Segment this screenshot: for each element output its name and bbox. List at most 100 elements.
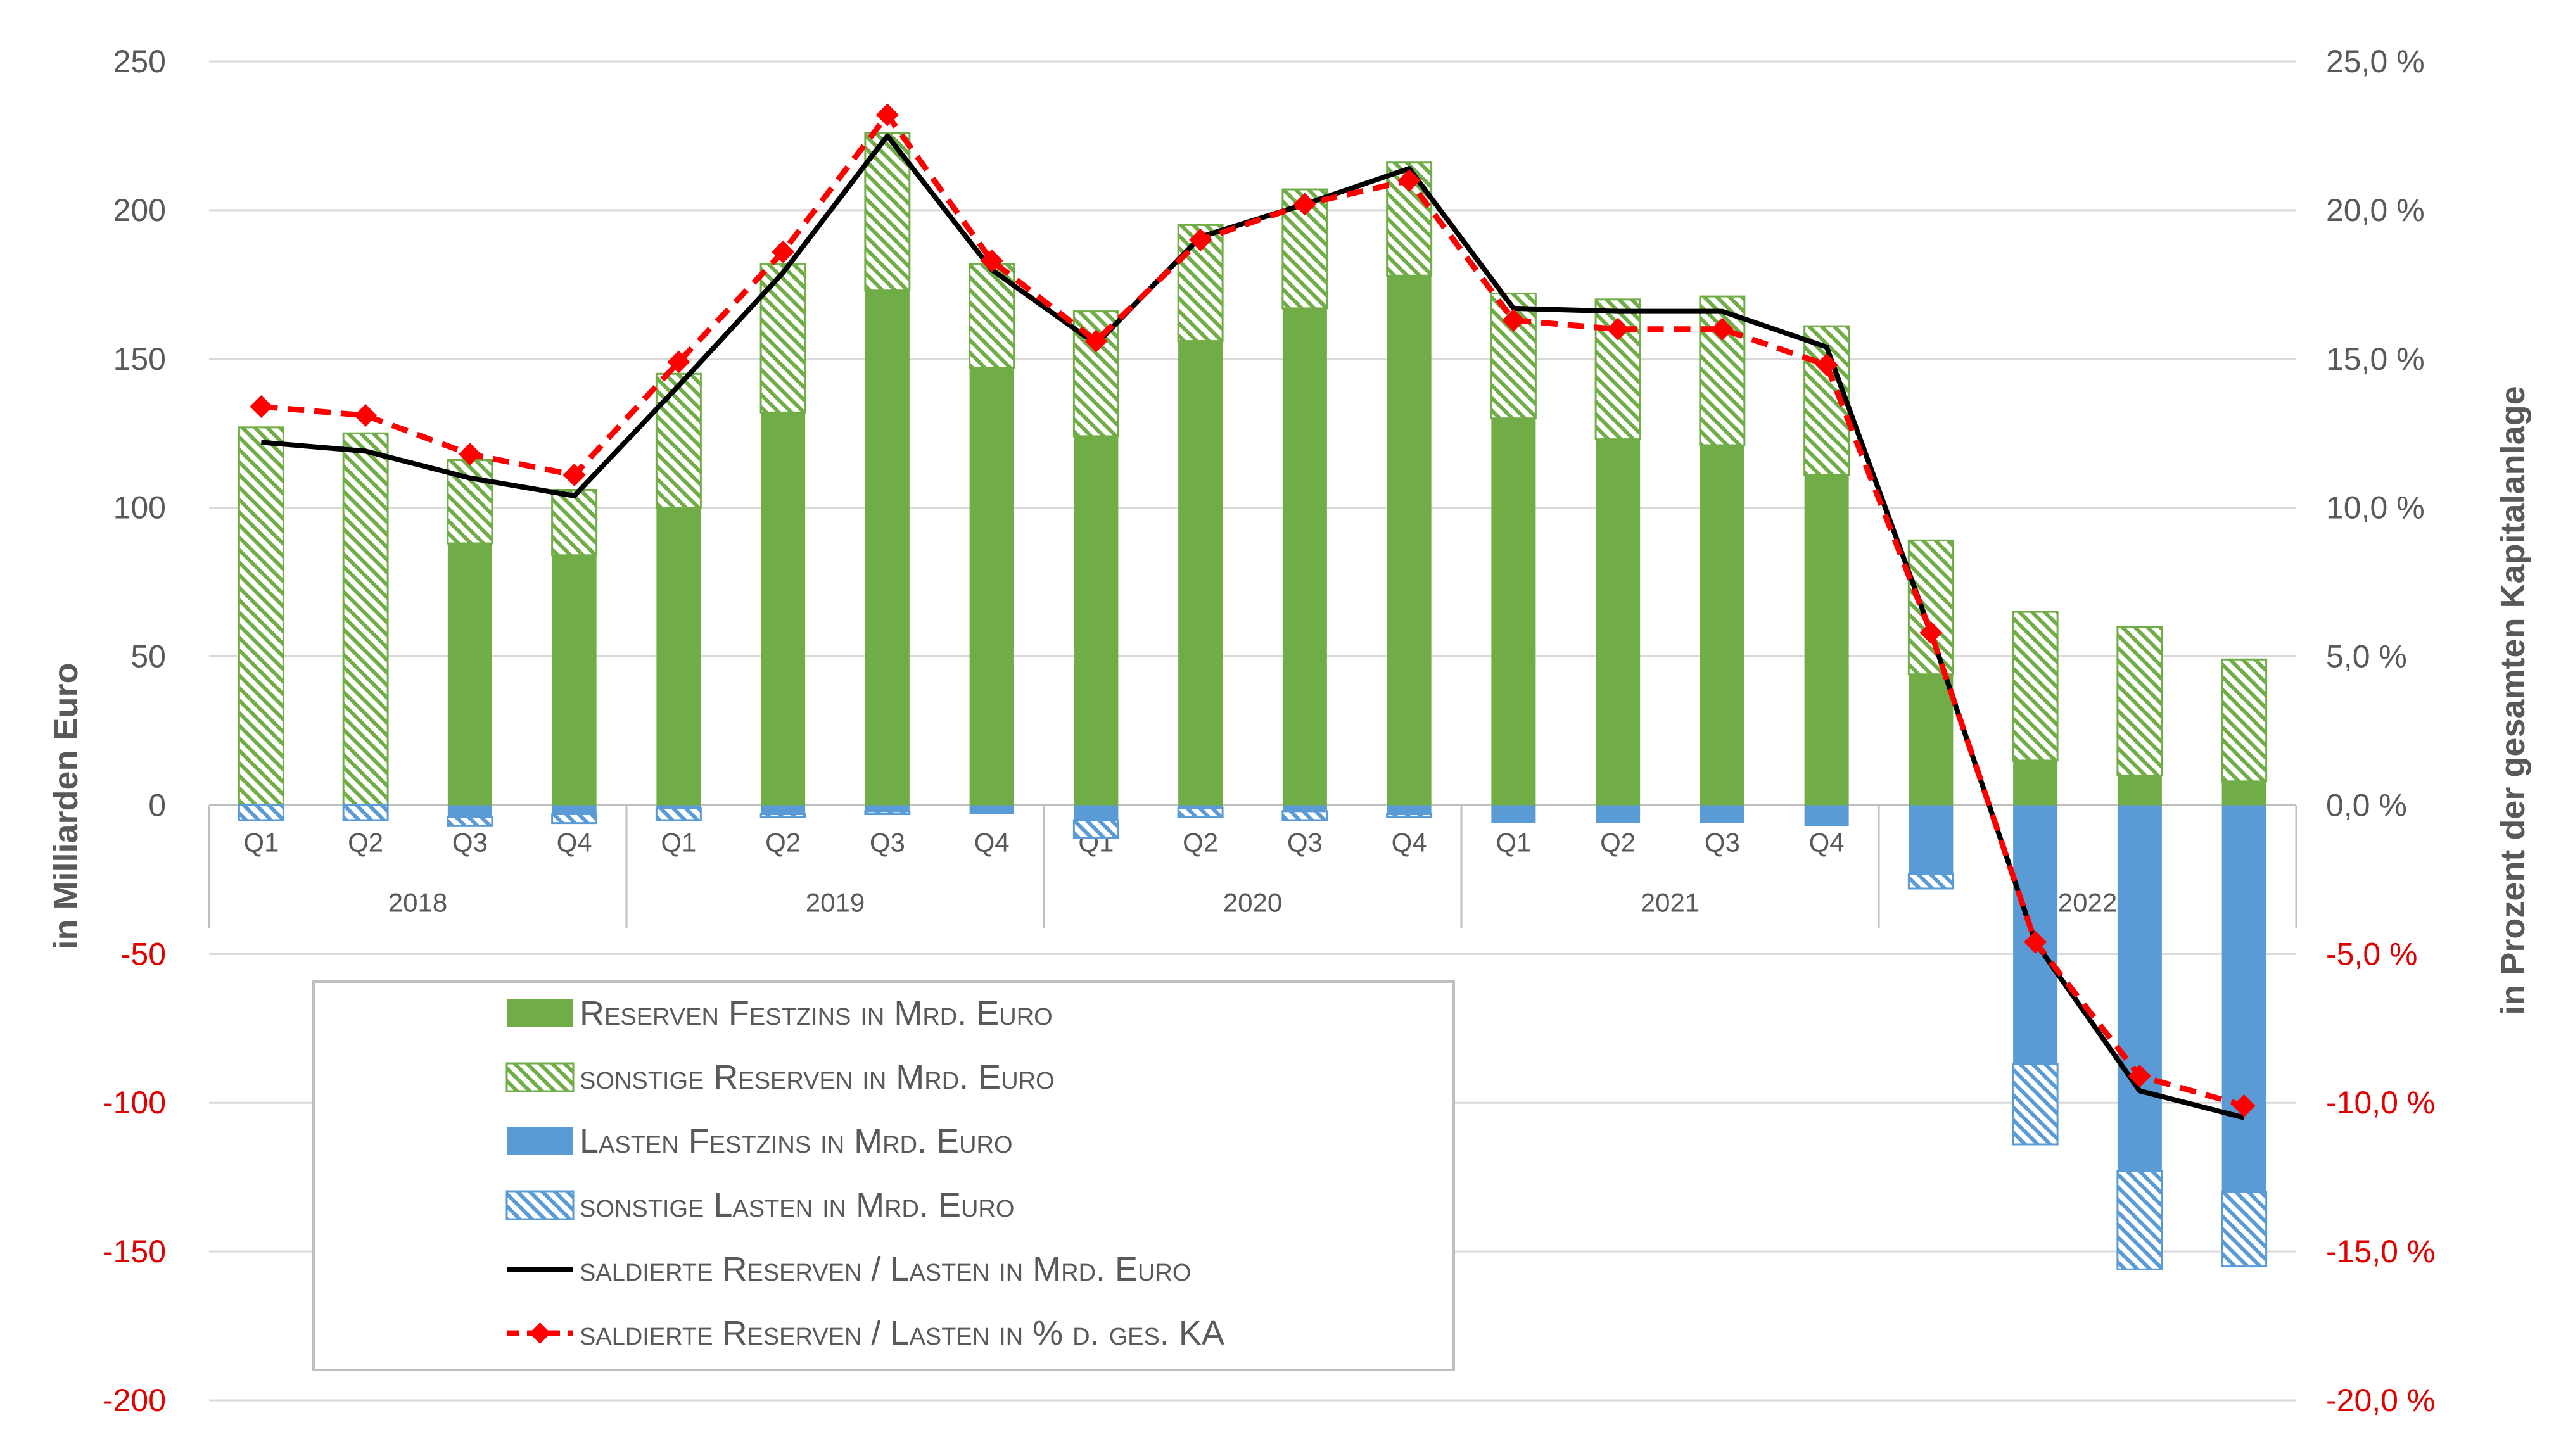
- y2-axis-title: in Prozent der gesamten Kapitalanlage: [2494, 386, 2532, 1015]
- x-tick-label: Q4: [974, 827, 1010, 857]
- line-point-2: [354, 404, 378, 427]
- y2-tick-label: 0,0 %: [2326, 787, 2407, 823]
- bar-3-6: [761, 805, 806, 814]
- bar-3-3: [447, 805, 492, 818]
- line-point-20: [2232, 1094, 2256, 1117]
- bars: [238, 132, 2268, 1270]
- line-point-11: [1293, 193, 1316, 216]
- bar-3-16: [1804, 805, 1849, 826]
- bar-2-20: [2221, 658, 2268, 783]
- y2-tick-label: 25,0 %: [2326, 44, 2425, 79]
- y-axis-title: in Milliarden Euro: [47, 662, 85, 949]
- x-tick-label: Q2: [765, 827, 801, 857]
- bar-1-7: [865, 290, 910, 806]
- bar-1-3: [447, 543, 492, 806]
- y2-tick-label: 10,0 %: [2326, 490, 2425, 526]
- bar-4-20: [2221, 1191, 2268, 1268]
- line-point-18: [2024, 930, 2047, 954]
- y2-tick-label: -5,0 %: [2326, 936, 2418, 972]
- y2-tick-label: -15,0 %: [2326, 1234, 2435, 1269]
- x-tick-label: Q3: [1287, 827, 1323, 857]
- bar-3-12: [1387, 805, 1432, 814]
- bar-3-13: [1491, 805, 1536, 823]
- y-tick-label: 0: [148, 787, 166, 823]
- line-point-16: [1815, 353, 1838, 377]
- y2-tick-label: 15,0 %: [2326, 341, 2425, 377]
- y-tick-label: 50: [130, 639, 166, 674]
- y-tick-label: -200: [103, 1383, 166, 1418]
- x-tick-label: Q1: [661, 827, 696, 857]
- right-axis-ticks: 25,0 % 20,0 % 15,0 % 10,0 % 5,0 % 0,0 % -5,0 %…: [2326, 44, 2435, 1418]
- line-series-2: [260, 112, 2245, 1109]
- bar-2-1: [238, 426, 284, 806]
- bar-4-12: [1386, 813, 1433, 818]
- legend-marker: [529, 1322, 551, 1344]
- bar-3-8: [969, 805, 1014, 814]
- bar-4-3: [447, 816, 493, 827]
- bar-4-19: [2116, 1170, 2163, 1270]
- y-tick-label: 100: [113, 490, 166, 526]
- line-point-17: [1919, 621, 1943, 644]
- line-point-6: [772, 240, 795, 263]
- line-point-10: [1189, 228, 1212, 251]
- line-point-3: [458, 443, 481, 466]
- legend: Reserven Festzins in Mrd. Euro sonstige R…: [312, 980, 1455, 1371]
- y-tick-label: -50: [120, 936, 166, 972]
- line-point-7: [875, 103, 899, 127]
- bar-3-4: [552, 805, 597, 814]
- legend-swatch: [507, 1127, 573, 1155]
- year-label: 2020: [1223, 887, 1282, 917]
- lines: [250, 103, 2256, 1120]
- bar-1-6: [761, 412, 806, 806]
- x-tick-label: Q4: [557, 827, 592, 857]
- legend-label: Lasten Festzins in Mrd. Euro: [580, 1122, 1013, 1160]
- year-label: 2022: [2058, 887, 2117, 917]
- bar-1-16: [1804, 474, 1849, 806]
- year-label: 2021: [1641, 887, 1700, 917]
- bar-3-11: [1282, 805, 1327, 811]
- y-tick-label: 150: [113, 341, 166, 377]
- legend-label: sonstige Reserven in Mrd. Euro: [580, 1058, 1055, 1096]
- bar-3-14: [1596, 805, 1641, 823]
- bar-1-8: [969, 367, 1014, 806]
- x-tick-label: Q4: [1809, 827, 1845, 857]
- bar-2-18: [2012, 611, 2059, 762]
- bar-4-5: [655, 807, 702, 821]
- y2-tick-label: 20,0 %: [2326, 193, 2425, 228]
- y2-tick-label: -20,0 %: [2326, 1383, 2435, 1418]
- bar-1-12: [1387, 275, 1432, 806]
- y2-tick-label: 5,0 %: [2326, 639, 2407, 674]
- bar-2-17: [1907, 539, 1954, 676]
- bar-1-19: [2117, 775, 2162, 806]
- bar-4-2: [342, 804, 389, 821]
- year-label: 2018: [388, 887, 447, 917]
- legend-box: [312, 980, 1455, 1371]
- line-point-9: [1084, 329, 1108, 353]
- line-point-5: [667, 350, 690, 374]
- bar-3-9: [1074, 805, 1119, 820]
- bar-1-10: [1178, 341, 1223, 806]
- bar-1-15: [1700, 445, 1744, 806]
- bar-4-17: [1907, 872, 1954, 890]
- x-tick-label: Q4: [1392, 827, 1427, 857]
- line-point-19: [2128, 1064, 2151, 1087]
- line-point-15: [1710, 317, 1734, 341]
- legend-label: Reserven Festzins in Mrd. Euro: [580, 994, 1053, 1032]
- x-tick-label: Q2: [1600, 827, 1636, 857]
- y-tick-label: 250: [113, 44, 166, 79]
- bar-3-10: [1178, 805, 1223, 809]
- year-label: 2019: [806, 887, 865, 917]
- legend-swatch: [505, 1190, 575, 1220]
- bar-2-2: [342, 432, 389, 806]
- bar-4-1: [238, 804, 284, 821]
- x-tick-label: Q3: [870, 827, 905, 857]
- bar-3-20: [2221, 805, 2266, 1193]
- bar-1-11: [1282, 308, 1327, 806]
- legend-swatch: [507, 999, 573, 1027]
- bar-4-4: [551, 813, 598, 825]
- bar-4-11: [1281, 810, 1328, 821]
- bar-2-4: [551, 488, 598, 557]
- x-tick-label: Q3: [452, 827, 488, 857]
- y-tick-label: 200: [113, 193, 166, 228]
